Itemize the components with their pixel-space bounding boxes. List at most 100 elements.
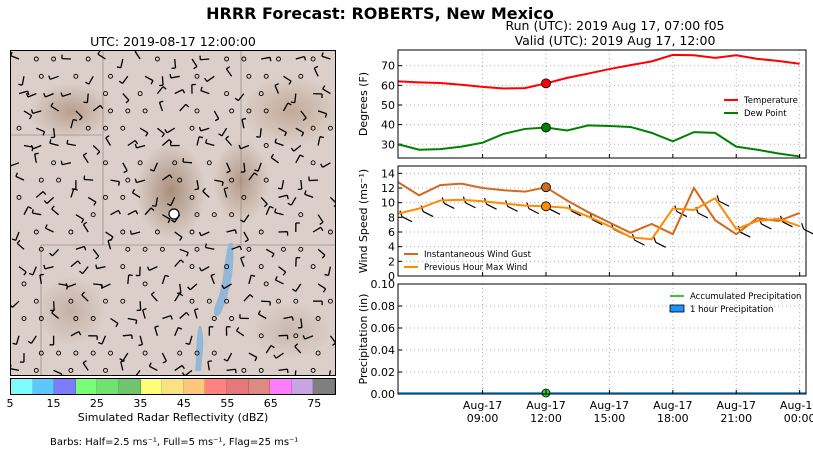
- wind-barb-flag: [161, 133, 165, 138]
- colorbar-swatch: [75, 379, 98, 394]
- wind-barb: [110, 179, 120, 183]
- wind-barb: [200, 58, 210, 61]
- wind-barb-flag: [269, 205, 274, 209]
- wind-barb: [174, 327, 179, 337]
- wind-barb: [174, 231, 183, 238]
- calm-circle: [258, 264, 264, 270]
- wind-barb: [201, 266, 210, 272]
- wind-barb-flag: [185, 342, 190, 346]
- wind-barb: [179, 311, 187, 319]
- calm-circle: [33, 229, 39, 235]
- wind-barb: [422, 210, 434, 218]
- wind-barb-flag: [131, 374, 133, 375]
- wind-barb-flag: [320, 163, 324, 168]
- wind-barb: [75, 214, 84, 220]
- wind-barb: [32, 266, 37, 276]
- wind-barb: [327, 266, 332, 276]
- wind-barb: [281, 179, 285, 190]
- wind-barb: [226, 229, 236, 233]
- wind-barb-flag: [169, 73, 172, 79]
- wind-barb-flag: [60, 160, 63, 165]
- wind-barb-flag: [81, 291, 85, 296]
- colorbar-swatch: [162, 379, 184, 394]
- wind-barb-flag: [129, 230, 133, 235]
- calm-circle: [327, 298, 333, 304]
- colorbar-swatch: [140, 379, 163, 394]
- wind-barb: [322, 162, 331, 168]
- calm-circle: [258, 367, 264, 373]
- chart-panel-2: 0 24 6 810 12 14 Wind Speed (ms⁻¹) Instantaneou…: [357, 165, 813, 283]
- wind-barb: [11, 368, 20, 372]
- wind-barb-flag: [221, 284, 225, 289]
- wind-barb: [761, 223, 772, 230]
- y-tick-label: 14: [381, 167, 395, 180]
- wind-barb: [70, 260, 79, 268]
- wind-barb-flag: [51, 205, 55, 210]
- calm-circle: [73, 350, 79, 356]
- calm-circle: [120, 194, 126, 200]
- wind-barb-flag: [207, 360, 212, 363]
- wind-barb: [401, 216, 413, 223]
- wind-barb-flag: [319, 221, 324, 225]
- calm-circle: [85, 125, 91, 131]
- wind-barb: [32, 212, 42, 216]
- wind-barb: [70, 188, 75, 198]
- wind-barb-flag: [238, 144, 242, 150]
- calm-circle: [298, 73, 304, 79]
- wind-barb-flag: [324, 113, 328, 118]
- wind-barb: [243, 162, 246, 172]
- wind-barb: [82, 154, 89, 164]
- wind-barb: [184, 369, 193, 375]
- colorbar-swatch: [97, 379, 119, 394]
- wind-barb: [122, 162, 128, 171]
- calm-circle: [258, 91, 264, 97]
- wind-barb-flag: [194, 188, 199, 191]
- wind-barb: [110, 317, 119, 324]
- calm-circle: [56, 350, 62, 356]
- wind-barb-flag: [11, 304, 13, 308]
- calm-circle: [194, 73, 200, 79]
- calm-circle: [258, 229, 264, 235]
- wind-barb-flag: [73, 188, 78, 191]
- calm-circle: [38, 177, 44, 183]
- wind-barb: [58, 283, 68, 287]
- radar-map: [10, 50, 336, 376]
- calm-circle: [108, 108, 113, 114]
- wind-barb: [300, 180, 303, 190]
- wind-barb: [139, 301, 142, 311]
- axes-frame: [397, 283, 807, 395]
- map-title: UTC: 2019-08-17 12:00:00: [90, 34, 256, 49]
- wind-barb-flag: [83, 221, 88, 225]
- wind-barb: [96, 265, 106, 270]
- calm-circle: [263, 177, 269, 183]
- wind-barb: [82, 266, 89, 275]
- wind-barb: [225, 138, 233, 146]
- y-tick-label: 0.00: [371, 388, 396, 401]
- wind-barb-flag: [198, 267, 202, 272]
- wind-barb-flag: [269, 57, 272, 62]
- wind-barb: [15, 231, 20, 241]
- calm-circle: [38, 316, 44, 321]
- calm-circle: [177, 350, 183, 356]
- wind-barb: [153, 162, 158, 172]
- wind-barb: [293, 144, 302, 152]
- wind-barb: [278, 127, 287, 133]
- wind-barb: [170, 75, 180, 79]
- wind-barb: [214, 179, 224, 183]
- wind-barb-flag: [93, 201, 97, 206]
- wind-barb: [570, 210, 582, 217]
- colorbar-tick: 45: [176, 397, 191, 410]
- colorbar-tick: 65: [263, 397, 278, 410]
- wind-barb: [127, 317, 137, 321]
- calm-circle: [189, 194, 195, 200]
- wind-barb-flag: [98, 341, 103, 345]
- colorbar-tick: 55: [220, 397, 235, 410]
- wind-barb: [283, 316, 293, 320]
- wind-barb-flag: [96, 151, 101, 156]
- calm-circle: [310, 160, 316, 166]
- wind-barb-flag: [301, 132, 305, 137]
- wind-barb: [87, 196, 97, 203]
- wind-barb: [739, 231, 751, 238]
- station-marker: [168, 208, 180, 220]
- wind-barb-flag: [263, 203, 268, 208]
